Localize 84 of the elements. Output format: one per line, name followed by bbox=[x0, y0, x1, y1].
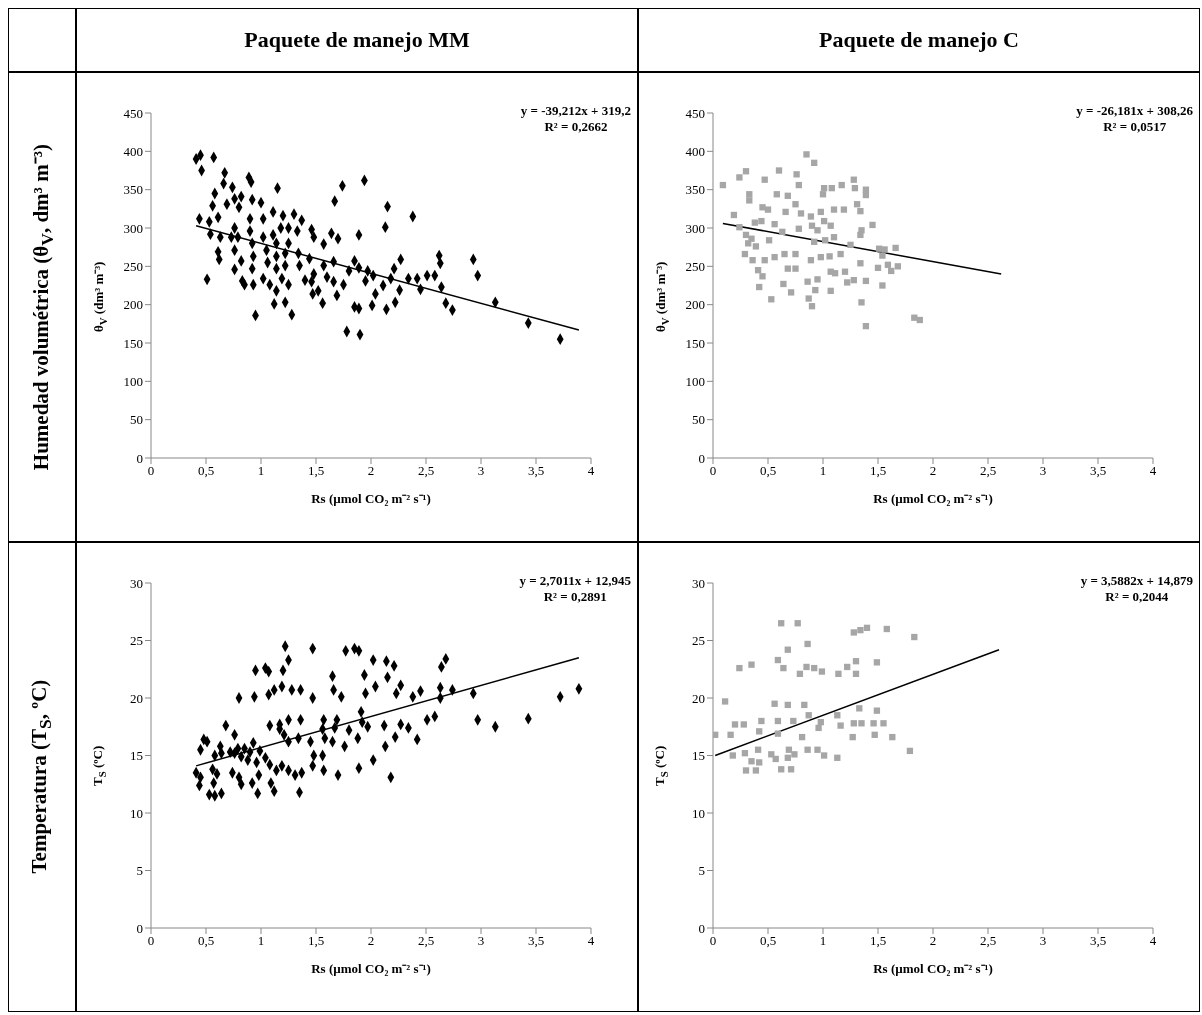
x-tick-label: 2,5 bbox=[979, 933, 997, 949]
y-tick-label: 25 bbox=[692, 633, 705, 649]
y-tick-label: 100 bbox=[685, 373, 705, 389]
x-tick-label: 1 bbox=[819, 463, 827, 479]
y-tick-label: 15 bbox=[130, 748, 143, 764]
y-tick-label: 0 bbox=[698, 920, 705, 936]
chart-title: Paquete de manejo C bbox=[819, 27, 1019, 53]
annotation: y = -26,181x + 308,26 bbox=[1076, 103, 1193, 119]
x-tick-label: 2 bbox=[367, 933, 375, 949]
annotation: y = 2,7011x + 12,945 bbox=[519, 573, 631, 589]
x-axis-title: Rs (µmol CO₂ m⁻² s⁻¹) bbox=[872, 960, 994, 977]
x-tick-label: 0,5 bbox=[759, 933, 777, 949]
x-tick-label: 1,5 bbox=[869, 463, 887, 479]
x-tick-label: 3 bbox=[477, 463, 485, 479]
x-tick-label: 4 bbox=[1149, 463, 1157, 479]
x-tick-label: 3 bbox=[1039, 933, 1047, 949]
y-tick-label: 5 bbox=[698, 863, 705, 879]
x-tick-label: 3,5 bbox=[527, 933, 545, 949]
y-tick-label: 200 bbox=[123, 297, 143, 313]
x-tick-label: 2 bbox=[929, 463, 937, 479]
y-tick-label: 300 bbox=[685, 220, 705, 236]
x-tick-label: 2,5 bbox=[417, 933, 435, 949]
x-tick-label: 1 bbox=[819, 933, 827, 949]
x-tick-label: 0,5 bbox=[197, 463, 215, 479]
y-tick-label: 0 bbox=[136, 920, 143, 936]
chart-title: Paquete de manejo MM bbox=[244, 27, 470, 53]
annotation: R² = 0,2891 bbox=[542, 589, 608, 605]
annotation: y = -39,212x + 319,2 bbox=[520, 103, 631, 119]
x-tick-label: 1 bbox=[257, 463, 265, 479]
y-tick-label: 250 bbox=[685, 258, 705, 274]
x-tick-label: 0 bbox=[709, 933, 717, 949]
y-tick-label: 200 bbox=[685, 297, 705, 313]
x-tick-label: 0 bbox=[147, 933, 155, 949]
y-tick-label: 300 bbox=[123, 220, 143, 236]
x-tick-label: 1,5 bbox=[307, 933, 325, 949]
y-tick-label: 10 bbox=[692, 805, 705, 821]
x-tick-label: 4 bbox=[587, 933, 595, 949]
annotation: R² = 0,2662 bbox=[543, 119, 609, 135]
x-tick-label: 2,5 bbox=[417, 463, 435, 479]
x-tick-label: 3,5 bbox=[1089, 933, 1107, 949]
x-tick-label: 0,5 bbox=[759, 463, 777, 479]
y-tick-label: 20 bbox=[692, 690, 705, 706]
x-tick-label: 0 bbox=[709, 463, 717, 479]
x-tick-label: 3,5 bbox=[527, 463, 545, 479]
y-tick-label: 0 bbox=[698, 450, 705, 466]
annotation: R² = 0,2044 bbox=[1104, 589, 1170, 605]
x-tick-label: 3,5 bbox=[1089, 463, 1107, 479]
y-tick-label: 50 bbox=[130, 412, 143, 428]
annotation: R² = 0,0517 bbox=[1102, 119, 1168, 135]
y-tick-label: 450 bbox=[123, 105, 143, 121]
x-tick-label: 3 bbox=[1039, 463, 1047, 479]
x-tick-label: 0,5 bbox=[197, 933, 215, 949]
x-axis-title: Rs (µmol CO₂ m⁻² s⁻¹) bbox=[310, 490, 432, 507]
y-tick-label: 350 bbox=[123, 182, 143, 198]
y-tick-label: 30 bbox=[130, 575, 143, 591]
y-tick-label: 400 bbox=[685, 143, 705, 159]
y-tick-label: 150 bbox=[685, 335, 705, 351]
y-tick-label: 450 bbox=[685, 105, 705, 121]
y-tick-label: 150 bbox=[123, 335, 143, 351]
y-tick-label: 10 bbox=[130, 805, 143, 821]
y-tick-label: 15 bbox=[692, 748, 705, 764]
y-tick-label: 0 bbox=[136, 450, 143, 466]
x-tick-label: 3 bbox=[477, 933, 485, 949]
y-tick-label: 30 bbox=[692, 575, 705, 591]
x-tick-label: 1 bbox=[257, 933, 265, 949]
y-tick-label: 400 bbox=[123, 143, 143, 159]
annotation: y = 3,5882x + 14,879 bbox=[1080, 573, 1193, 589]
y-tick-label: 100 bbox=[123, 373, 143, 389]
x-axis-title: Rs (µmol CO₂ m⁻² s⁻¹) bbox=[872, 490, 994, 507]
y-tick-label: 25 bbox=[130, 633, 143, 649]
x-tick-label: 4 bbox=[1149, 933, 1157, 949]
x-tick-label: 4 bbox=[587, 463, 595, 479]
y-tick-label: 50 bbox=[692, 412, 705, 428]
y-tick-label: 20 bbox=[130, 690, 143, 706]
y-tick-label: 350 bbox=[685, 182, 705, 198]
y-tick-label: 5 bbox=[136, 863, 143, 879]
x-tick-label: 1,5 bbox=[869, 933, 887, 949]
x-tick-label: 2 bbox=[367, 463, 375, 479]
x-axis-title: Rs (µmol CO₂ m⁻² s⁻¹) bbox=[310, 960, 432, 977]
x-tick-label: 1,5 bbox=[307, 463, 325, 479]
x-tick-label: 0 bbox=[147, 463, 155, 479]
x-tick-label: 2 bbox=[929, 933, 937, 949]
x-tick-label: 2,5 bbox=[979, 463, 997, 479]
y-tick-label: 250 bbox=[123, 258, 143, 274]
